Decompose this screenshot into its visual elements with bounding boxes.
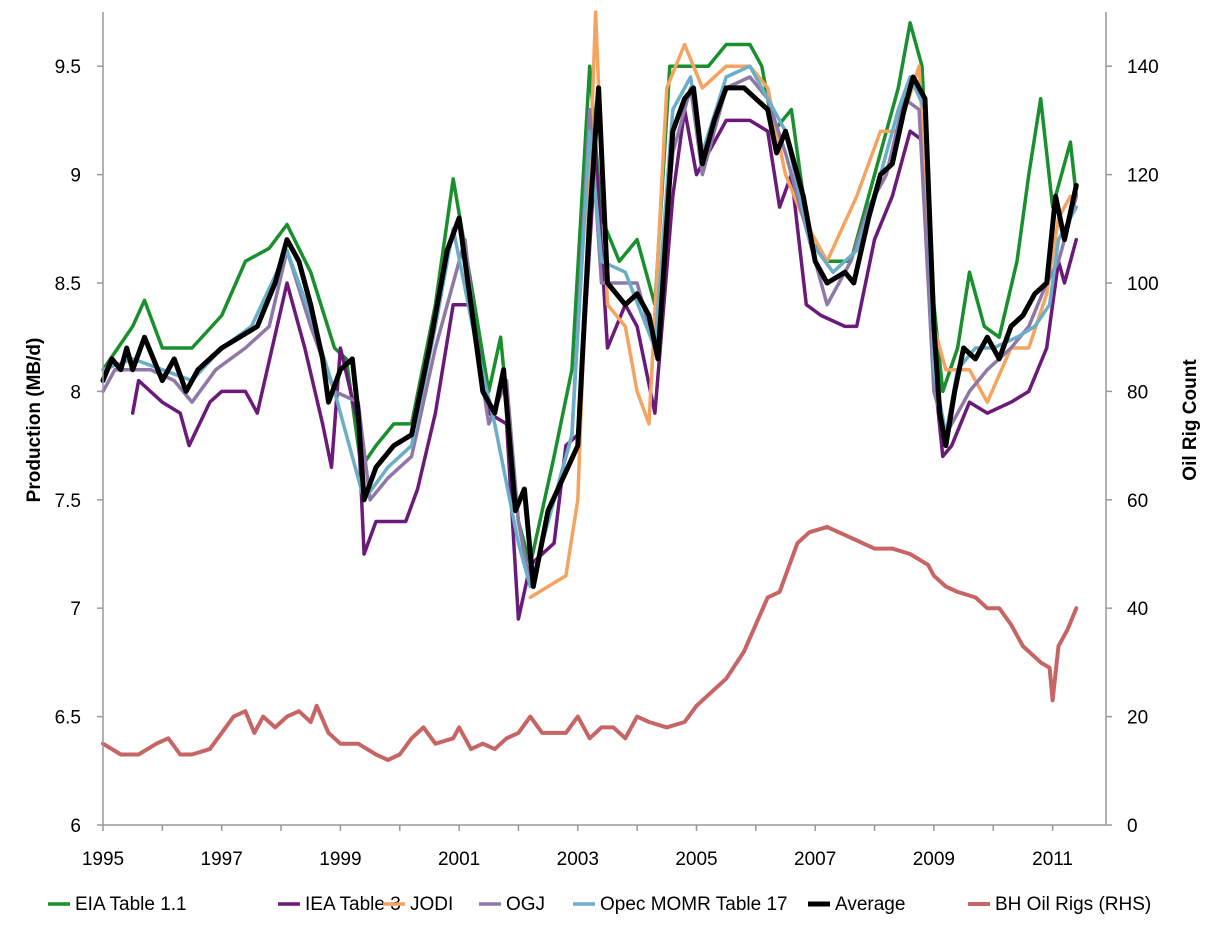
series-layer [103,12,1076,760]
x-tick-label: 2011 [1032,849,1073,870]
y-tick-label: 6.5 [55,708,81,729]
legend-label: Average [835,894,905,915]
y-tick-label: 7.5 [55,491,81,512]
y-tick-label: 9 [70,166,81,187]
x-tick-label: 2001 [438,849,480,870]
y2-tick-label: 140 [1127,57,1159,78]
tick-layer: 6 6.5 7 7.5 8 8.5 9 9.5 0 20 40 60 80 100 120 140 1995 19… [55,57,1159,870]
y2-axis-title: Oil Rig Count [1180,359,1201,481]
x-tick-label: 2007 [794,849,836,870]
x-tick-label: 2003 [557,849,599,870]
y-axis-title: Production (MB/d) [24,338,45,503]
y2-tick-label: 60 [1127,491,1148,512]
legend-label: OGJ [506,894,545,915]
y2-tick-label: 120 [1127,166,1159,187]
y2-tick-label: 100 [1127,274,1159,295]
legend-label: Opec MOMR Table 17 [600,894,788,915]
y2-tick-label: 20 [1127,708,1148,729]
y-tick-label: 8.5 [55,274,81,295]
x-tick-label: 2009 [913,849,955,870]
y2-tick-label: 0 [1127,816,1138,837]
series-line-jodi [530,12,1070,597]
series-line-bh-oil-rigs-rhs [103,527,1076,760]
legend-label: EIA Table 1.1 [75,894,187,915]
y-tick-label: 8 [70,382,81,403]
line-chart: 6 6.5 7 7.5 8 8.5 9 9.5 0 20 40 60 80 100 120 140 1995 19… [0,0,1214,938]
y-tick-label: 9.5 [55,57,81,78]
y-tick-label: 7 [70,599,81,620]
x-tick-label: 2005 [675,849,717,870]
x-tick-label: 1997 [201,849,243,870]
legend-label: BH Oil Rigs (RHS) [995,894,1151,915]
y-tick-label: 6 [70,816,81,837]
y2-tick-label: 80 [1127,382,1148,403]
legend: EIA Table 1.1 IEA Table 3 JODI OGJ Opec MOMR… [48,894,1151,915]
x-tick-label: 1999 [319,849,361,870]
legend-label: JODI [410,894,453,915]
x-tick-label: 1995 [82,849,124,870]
y2-tick-label: 40 [1127,599,1148,620]
